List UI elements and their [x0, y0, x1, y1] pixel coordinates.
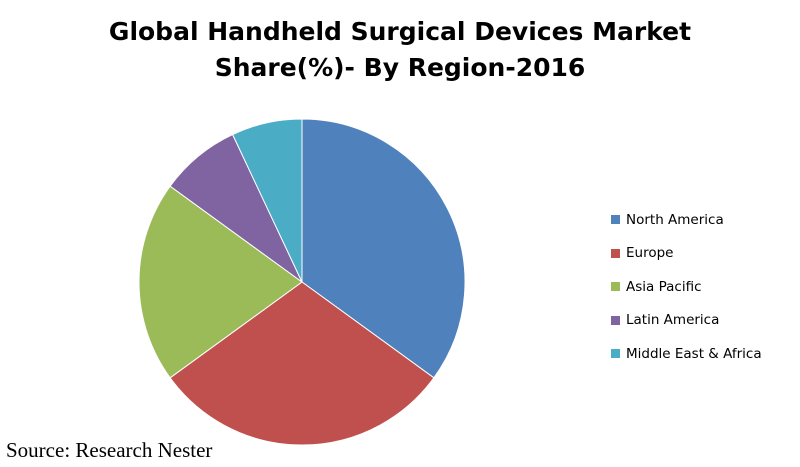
legend-swatch — [611, 349, 620, 359]
pie-slice-north-america — [301, 118, 466, 379]
source-note: Source: Research Nester — [6, 438, 213, 462]
pie-slice-asia-pacific — [138, 185, 303, 379]
legend-swatch — [611, 315, 620, 325]
legend-swatch — [611, 215, 620, 225]
chart-title-line-2: Share(%)- By Region-2016 — [214, 53, 586, 82]
legend-swatch — [611, 282, 620, 292]
pie-slice-europe — [169, 281, 435, 446]
legend-label: North America — [626, 211, 724, 228]
pie-slice-middle-east-africa — [231, 118, 303, 283]
chart-title-line-1: Global Handheld Surgical Devices Market — [108, 17, 692, 46]
legend-item-asia-pacific: Asia Pacific — [611, 270, 796, 304]
legend-label: Asia Pacific — [626, 278, 702, 295]
legend-item-europe: Europe — [611, 237, 796, 271]
chart-title: Global Handheld Surgical Devices Market … — [0, 14, 800, 86]
legend-label: Middle East & Africa — [626, 345, 762, 362]
legend-label: Latin America — [626, 312, 720, 329]
legend-label: Europe — [626, 245, 674, 262]
legend-item-middle-east-africa: Middle East & Africa — [611, 337, 796, 371]
chart-legend: North America Europe Asia Pacific Latin … — [611, 203, 796, 371]
legend-swatch — [611, 248, 620, 258]
legend-item-latin-america: Latin America — [611, 304, 796, 338]
legend-item-north-america: North America — [611, 203, 796, 237]
